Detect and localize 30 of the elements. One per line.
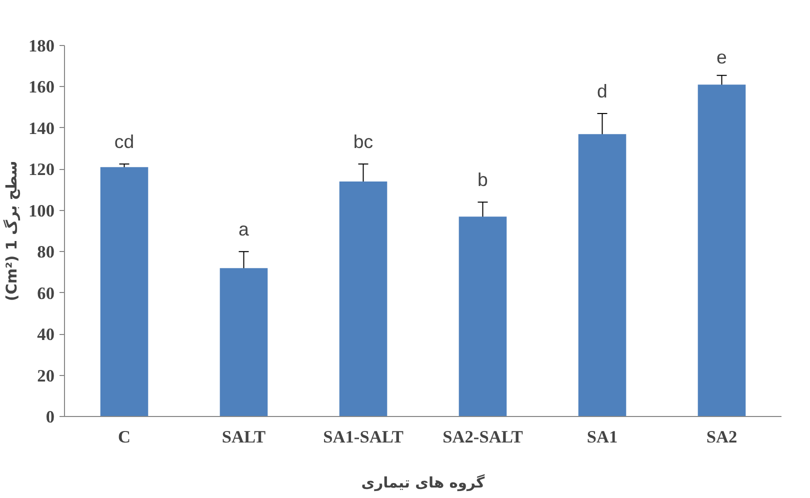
y-axis-title: (Cm²) 1 سطح برگ — [2, 160, 21, 302]
x-tick-label: C — [118, 428, 131, 446]
y-tick-label: 0 — [46, 408, 55, 426]
annotation: b — [478, 169, 488, 190]
y-tick-label: 120 — [28, 160, 55, 180]
bar — [578, 134, 626, 416]
x-axis-title: گروه های تیماری — [361, 474, 486, 492]
x-tick-label: SALT — [222, 428, 266, 446]
bar — [220, 268, 268, 416]
annotation: e — [716, 46, 727, 68]
y-tick-label: 180 — [28, 36, 55, 56]
y-tick-label: 80 — [37, 242, 54, 262]
annotation: a — [238, 218, 250, 240]
y-tick-label: 160 — [28, 78, 55, 97]
annotation: d — [597, 80, 608, 102]
y-tick-label: 20 — [37, 366, 54, 386]
y-tick-label: 100 — [28, 201, 55, 220]
annotation: cd — [114, 131, 134, 152]
y-tick-label: 140 — [28, 118, 55, 138]
annotation: bc — [353, 131, 374, 152]
x-tick-label: SA1 — [586, 428, 618, 446]
bar — [458, 216, 507, 416]
x-tick-label: SA2-SALT — [442, 428, 524, 446]
y-tick-label: 40 — [37, 325, 54, 344]
bar — [100, 167, 148, 416]
x-tick-label: SA2 — [706, 428, 738, 446]
x-tick-label: SA1-SALT — [323, 428, 404, 446]
bar — [339, 182, 388, 416]
bar — [698, 84, 746, 416]
y-tick-label: 60 — [37, 284, 54, 303]
